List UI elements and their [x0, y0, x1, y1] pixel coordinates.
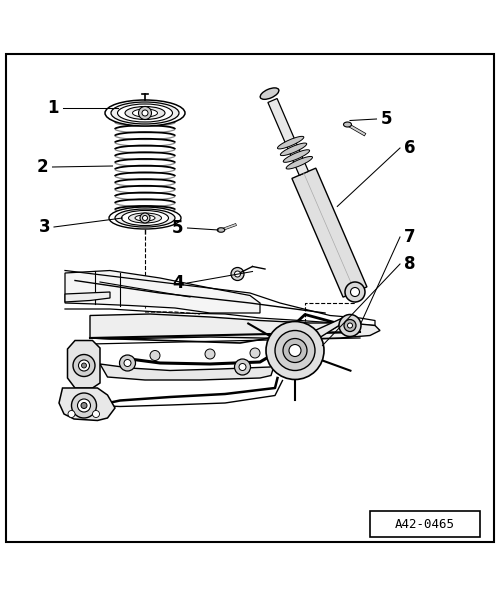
Ellipse shape: [115, 209, 175, 227]
Ellipse shape: [128, 213, 162, 223]
Polygon shape: [65, 292, 110, 302]
Ellipse shape: [217, 228, 225, 232]
Circle shape: [275, 331, 315, 371]
Ellipse shape: [105, 100, 185, 126]
Circle shape: [239, 364, 246, 371]
Circle shape: [205, 349, 215, 359]
Circle shape: [78, 360, 90, 371]
Circle shape: [345, 282, 365, 302]
Text: 5: 5: [172, 219, 184, 237]
Polygon shape: [65, 271, 260, 313]
Polygon shape: [292, 168, 367, 297]
Circle shape: [81, 402, 87, 408]
Circle shape: [78, 399, 90, 412]
Ellipse shape: [122, 210, 168, 225]
Text: 6: 6: [404, 139, 415, 157]
Circle shape: [142, 216, 148, 221]
Ellipse shape: [135, 215, 155, 221]
Text: 8: 8: [404, 255, 415, 273]
Circle shape: [138, 107, 151, 120]
Circle shape: [150, 350, 160, 361]
Text: 5: 5: [381, 110, 392, 128]
Circle shape: [231, 268, 244, 281]
Circle shape: [92, 411, 100, 418]
Text: 1: 1: [47, 99, 58, 117]
Circle shape: [68, 411, 75, 418]
Polygon shape: [90, 314, 380, 339]
Circle shape: [82, 363, 86, 368]
Polygon shape: [68, 340, 100, 388]
Circle shape: [72, 393, 96, 418]
Ellipse shape: [278, 136, 304, 149]
Ellipse shape: [109, 207, 181, 229]
Circle shape: [344, 319, 356, 331]
Circle shape: [283, 339, 307, 362]
Text: 2: 2: [37, 158, 48, 176]
Circle shape: [140, 213, 150, 223]
Circle shape: [348, 323, 352, 328]
Circle shape: [73, 355, 95, 377]
Bar: [370, 511, 480, 537]
Circle shape: [350, 287, 360, 296]
Circle shape: [120, 355, 136, 371]
Ellipse shape: [260, 88, 279, 100]
Ellipse shape: [283, 150, 310, 162]
Circle shape: [339, 315, 361, 337]
Ellipse shape: [280, 143, 306, 156]
Circle shape: [266, 321, 324, 380]
Circle shape: [234, 271, 240, 277]
Polygon shape: [100, 363, 275, 380]
Ellipse shape: [286, 156, 312, 169]
Ellipse shape: [125, 107, 165, 120]
Text: 7: 7: [404, 228, 415, 246]
Circle shape: [250, 348, 260, 358]
Circle shape: [289, 344, 301, 356]
Text: A42-0465: A42-0465: [395, 517, 455, 530]
Ellipse shape: [344, 122, 351, 127]
Polygon shape: [59, 388, 115, 421]
Ellipse shape: [118, 104, 172, 122]
Ellipse shape: [111, 102, 179, 124]
Circle shape: [142, 110, 148, 116]
Text: 4: 4: [172, 274, 184, 292]
Circle shape: [234, 359, 250, 375]
Circle shape: [124, 359, 131, 367]
Ellipse shape: [132, 109, 158, 117]
Polygon shape: [268, 98, 308, 175]
Polygon shape: [315, 318, 342, 338]
Text: 3: 3: [38, 218, 50, 236]
